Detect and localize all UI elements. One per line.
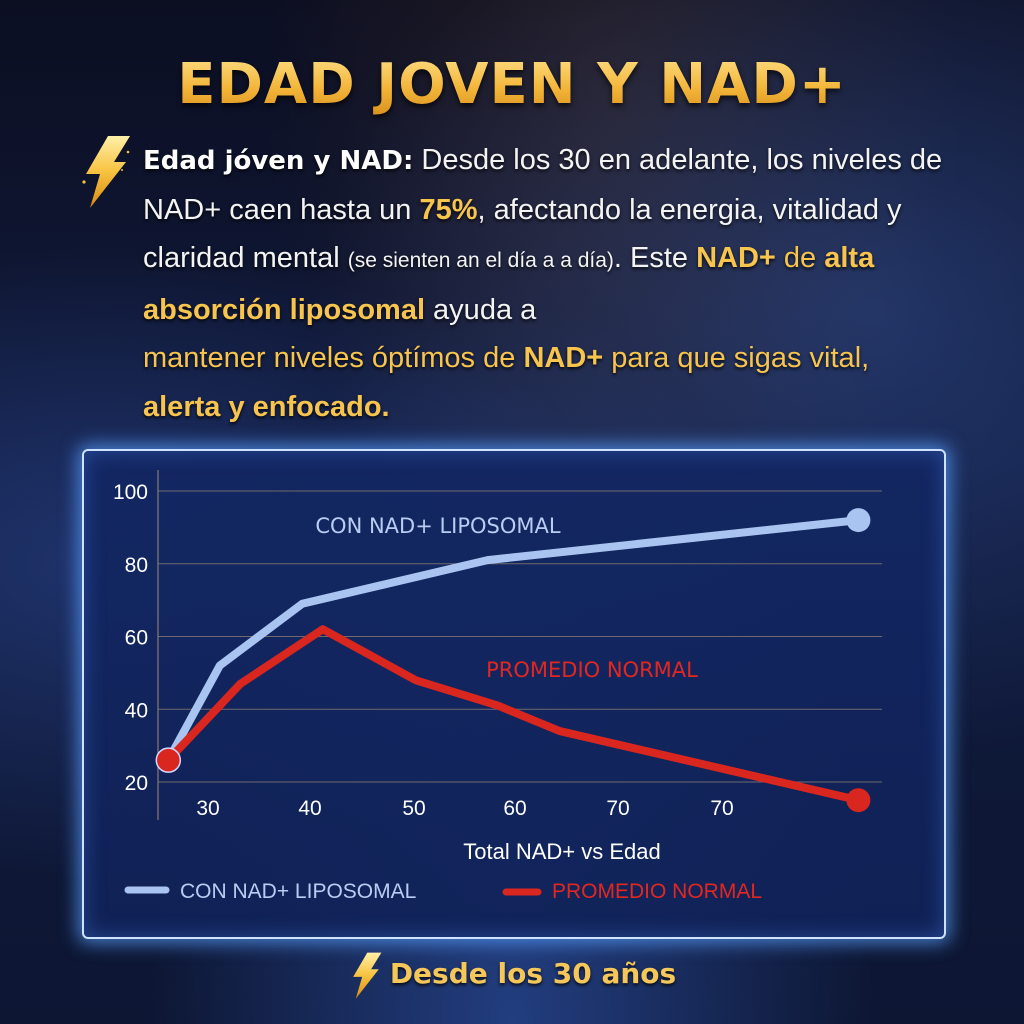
x-tick-label: 70 (710, 797, 733, 820)
x-axis-ticks: 30 40 50 60 70 70 (196, 797, 733, 820)
x-tick-label: 30 (196, 797, 219, 820)
liposomal-highlight: alta absorción liposomal (143, 242, 875, 326)
lightning-bolt-icon (352, 952, 382, 999)
series-endpoint (846, 508, 871, 533)
y-tick-label: 20 (125, 772, 148, 795)
intro-text: de (775, 242, 825, 274)
series-line-liposomal (164, 516, 863, 765)
y-tick-label: 40 (125, 699, 148, 722)
x-tick-label: 50 (402, 797, 425, 820)
x-tick-label: 70 (606, 797, 629, 820)
nad-highlight: NAD+ (523, 342, 604, 374)
legend: CON NAD+ LIPOSOMAL PROMEDIO NORMAL (124, 880, 762, 903)
lightning-bolt-icon (82, 136, 130, 208)
benefit-highlight: mantener niveles óptímos de (143, 342, 524, 374)
intro-lead: Edad jóven y NAD: (143, 146, 414, 176)
nad-highlight: NAD+ (696, 242, 776, 274)
intro-text: ayuda a (425, 293, 537, 326)
series-startpoint (155, 747, 182, 773)
intro-text: , afectando la energia, vitalidad y clar… (143, 193, 902, 275)
benefit-highlight: alerta y enfocado. (143, 390, 390, 423)
y-axis-ticks: 100 80 60 40 20 (113, 481, 148, 795)
benefit-highlight: para que sigas vital, (603, 342, 870, 374)
y-tick-label: 80 (125, 554, 148, 577)
annotation-normal: PROMEDIO NORMAL (486, 658, 698, 682)
y-tick-label: 60 (125, 627, 148, 650)
x-tick-label: 60 (503, 797, 526, 820)
y-tick-label: 100 (113, 481, 148, 504)
legend-label-liposomal: CON NAD+ LIPOSOMAL (180, 880, 416, 903)
intro-text: Desde los 30 en adelante, los niveles de… (143, 144, 943, 226)
footer-text: Desde los 30 años (389, 957, 677, 990)
percent-highlight: 75% (419, 193, 478, 226)
series-line-normal (164, 625, 863, 805)
footer-callout: Desde los 30 años (0, 950, 1024, 1000)
series-endpoint (846, 788, 871, 813)
annotation-liposomal: CON NAD+ LIPOSOMAL (315, 514, 561, 538)
intro-text: . Este (613, 242, 697, 274)
intro-paragraph: Edad jóven y NAD: Desde los 30 en adelan… (143, 136, 993, 431)
x-tick-label: 40 (298, 797, 321, 820)
page-title: EDAD JOVEN Y NAD+ (0, 52, 1024, 117)
chart-grid (158, 490, 882, 783)
intro-note: (se sienten an el día a a día) (347, 249, 614, 272)
x-axis-label: Total NAD+ vs Edad (463, 839, 660, 864)
legend-label-normal: PROMEDIO NORMAL (552, 880, 762, 903)
chart-series (155, 508, 871, 813)
